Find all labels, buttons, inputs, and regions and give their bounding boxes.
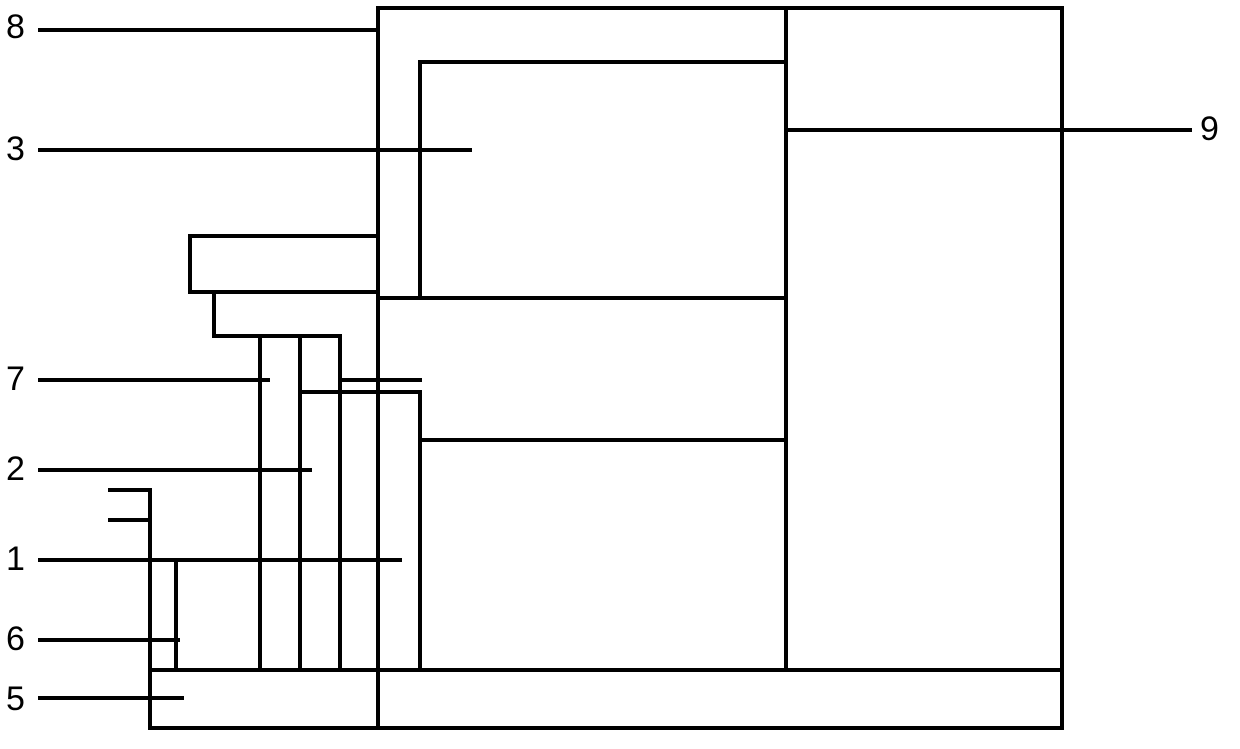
diagram-svg [0,0,1240,749]
callout-label-8: 8 [6,8,25,47]
callout-label-7: 7 [6,360,25,399]
callout-label-1: 1 [6,540,25,579]
callout-label-2: 2 [6,450,25,489]
callout-label-6: 6 [6,620,25,659]
callout-label-5: 5 [6,680,25,719]
callout-label-3: 3 [6,130,25,169]
diagram-stage: 8 3 7 2 1 6 5 9 [0,0,1240,749]
callout-label-9: 9 [1200,110,1219,149]
